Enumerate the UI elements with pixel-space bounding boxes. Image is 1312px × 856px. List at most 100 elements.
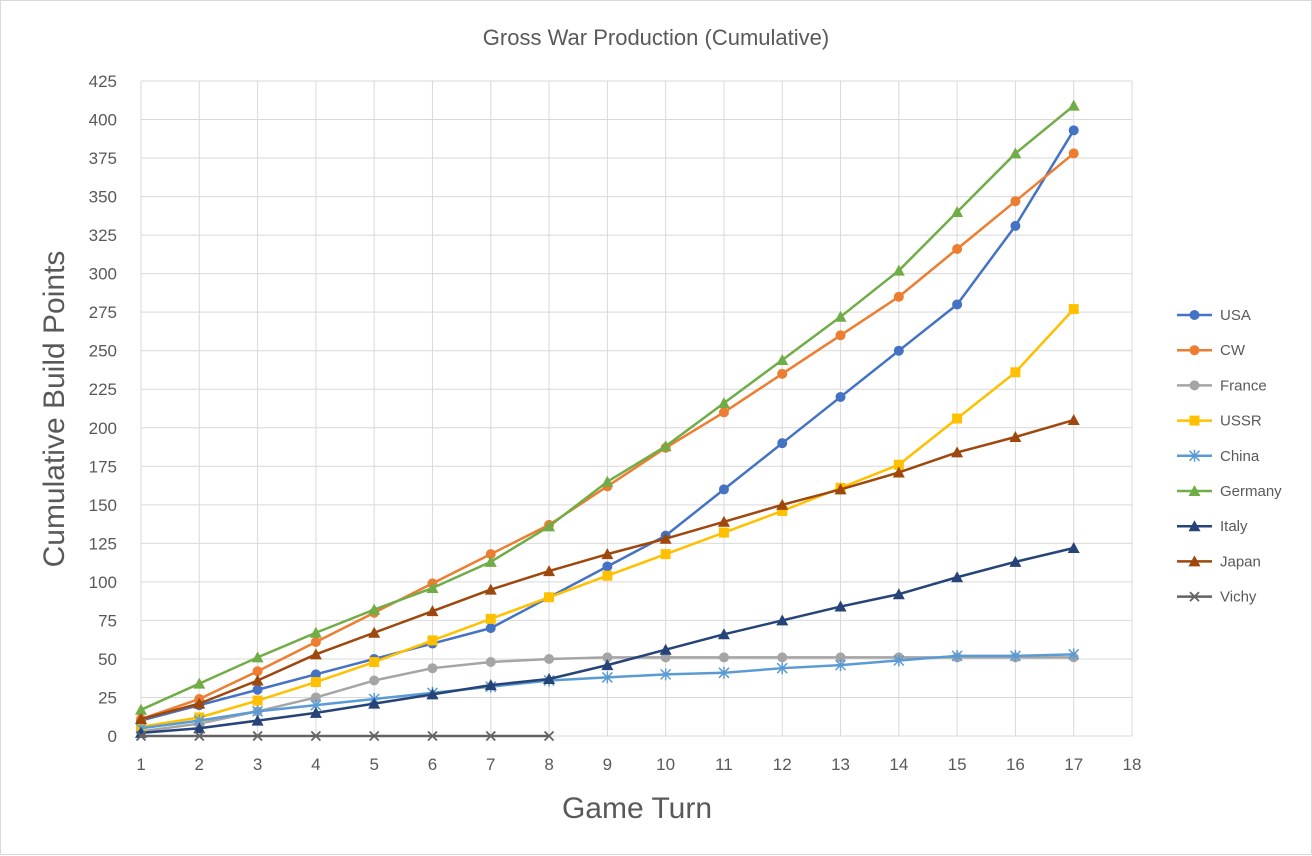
data-point-ussr — [544, 592, 555, 603]
y-axis-title: Cumulative Build Points — [38, 251, 71, 568]
data-point-china — [951, 649, 963, 662]
data-point-italy — [892, 588, 905, 600]
data-point-vichy — [543, 730, 555, 742]
x-tick-label: 7 — [486, 755, 495, 774]
data-point-china — [718, 666, 730, 679]
data-point-japan — [1009, 431, 1022, 443]
x-tick-label: 17 — [1064, 755, 1083, 774]
data-point-france — [485, 657, 496, 668]
data-point-japan — [484, 583, 497, 595]
x-tick-label: 5 — [369, 755, 378, 774]
data-point-usa — [777, 438, 788, 449]
data-point-germany — [251, 651, 264, 663]
data-point-japan — [892, 466, 905, 478]
data-point-italy — [1009, 555, 1022, 567]
data-point-germany — [1009, 147, 1022, 159]
legend-label-italy: Italy — [1220, 518, 1248, 535]
series-germany — [135, 99, 1080, 715]
y-tick-label: 25 — [98, 688, 117, 707]
legend-label-china: China — [1220, 448, 1260, 465]
data-point-ussr — [602, 570, 613, 581]
data-point-japan — [659, 532, 672, 544]
data-point-ussr — [427, 635, 438, 646]
gridlines — [140, 80, 1133, 737]
data-point-cw — [252, 666, 263, 677]
data-point-ussr — [485, 613, 496, 624]
legend-marker — [1189, 310, 1200, 320]
legend-marker — [1189, 415, 1200, 426]
y-tick-label: 150 — [89, 496, 117, 515]
data-point-japan — [426, 605, 439, 617]
y-tick-label: 350 — [89, 188, 117, 207]
y-tick-label: 125 — [89, 534, 117, 553]
legend-label-cw: CW — [1220, 342, 1246, 359]
series-italy — [135, 541, 1080, 738]
legend-label-germany: Germany — [1220, 483, 1282, 500]
legend-item-china: China — [1177, 448, 1260, 465]
data-point-france — [835, 652, 846, 663]
data-point-china — [1068, 648, 1080, 661]
data-point-germany — [601, 475, 614, 487]
data-point-france — [660, 652, 671, 663]
data-point-japan — [717, 515, 730, 527]
series-japan — [135, 414, 1080, 725]
series-vichy — [135, 730, 555, 742]
data-point-ussr — [1010, 367, 1021, 378]
y-tick-label: 200 — [89, 419, 117, 438]
legend-item-usa: USA — [1177, 307, 1251, 324]
data-point-italy — [543, 672, 556, 684]
x-tick-label: 14 — [889, 755, 908, 774]
data-point-cw — [777, 368, 788, 379]
data-point-germany — [309, 626, 322, 638]
data-point-japan — [368, 626, 381, 638]
data-point-germany — [892, 264, 905, 276]
data-point-cw — [952, 243, 963, 254]
chart-title: Gross War Production (Cumulative) — [483, 25, 829, 50]
tick-labels: 1 2 3 4 5 6 7 8 9 10 11 12 13 14 15 16 17 180255075100125… — [89, 72, 1142, 774]
x-tick-label: 18 — [1123, 755, 1142, 774]
data-point-germany — [426, 582, 439, 594]
x-tick-label: 13 — [831, 755, 850, 774]
x-tick-label: 12 — [773, 755, 792, 774]
data-point-france — [427, 663, 438, 674]
data-point-germany — [484, 555, 497, 567]
x-tick-label: 9 — [603, 755, 612, 774]
legend-label-usa: USA — [1220, 307, 1251, 324]
y-tick-label: 0 — [108, 727, 117, 746]
data-point-cw — [893, 291, 904, 302]
x-tick-label: 3 — [253, 755, 262, 774]
y-tick-label: 50 — [98, 650, 117, 669]
data-point-italy — [484, 679, 497, 691]
legend-marker — [1188, 555, 1201, 567]
data-point-italy — [601, 659, 614, 671]
data-point-vichy — [485, 730, 496, 742]
y-tick-label: 250 — [89, 342, 117, 361]
legend-item-cw: CW — [1177, 342, 1246, 359]
legend-marker — [1189, 591, 1200, 602]
legend-marker — [1188, 520, 1201, 532]
data-point-china — [834, 659, 847, 672]
legend-marker — [1189, 345, 1200, 356]
x-tick-label: 4 — [311, 755, 320, 774]
legend-item-vichy: Vichy — [1177, 589, 1257, 606]
legend-marker — [1189, 380, 1200, 391]
legend: USA CW France USSR China Germany Italy Japan Vic… — [1177, 307, 1282, 606]
data-point-germany — [543, 520, 556, 532]
data-point-usa — [602, 561, 613, 572]
y-tick-label: 100 — [89, 573, 117, 592]
x-tick-label: 8 — [544, 755, 553, 774]
legend-item-japan: Japan — [1177, 553, 1261, 570]
y-tick-label: 275 — [89, 303, 117, 322]
data-point-france — [718, 652, 729, 663]
data-point-vichy — [252, 730, 263, 742]
data-point-ussr — [893, 459, 904, 470]
data-point-japan — [543, 565, 556, 577]
y-tick-label: 300 — [89, 265, 117, 284]
data-point-cw — [1010, 196, 1021, 207]
data-point-ussr — [369, 657, 380, 668]
legend-item-ussr: USSR — [1177, 413, 1262, 430]
y-tick-label: 425 — [89, 72, 117, 91]
data-point-italy — [309, 706, 322, 718]
legend-label-japan: Japan — [1220, 553, 1261, 570]
